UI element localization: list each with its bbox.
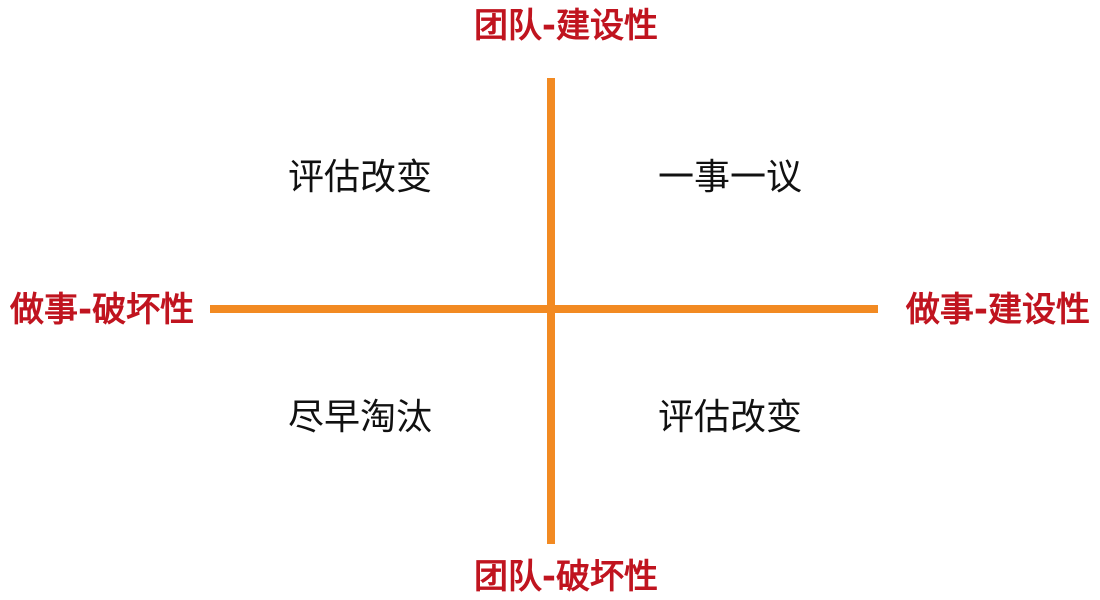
axis-label-top: 团队-建设性 — [473, 6, 659, 46]
horizontal-axis-line — [210, 305, 878, 313]
axis-label-bottom: 团队-破坏性 — [473, 557, 659, 597]
axis-label-right: 做事-建设性 — [905, 290, 1090, 330]
axis-label-left: 做事-破坏性 — [10, 290, 195, 330]
quadrant-top-left-label: 评估改变 — [287, 157, 432, 198]
quadrant-bottom-right-label: 评估改变 — [657, 397, 802, 438]
quadrant-bottom-left-label: 尽早淘汰 — [287, 397, 432, 438]
quadrant-top-right-label: 一事一议 — [657, 157, 802, 198]
